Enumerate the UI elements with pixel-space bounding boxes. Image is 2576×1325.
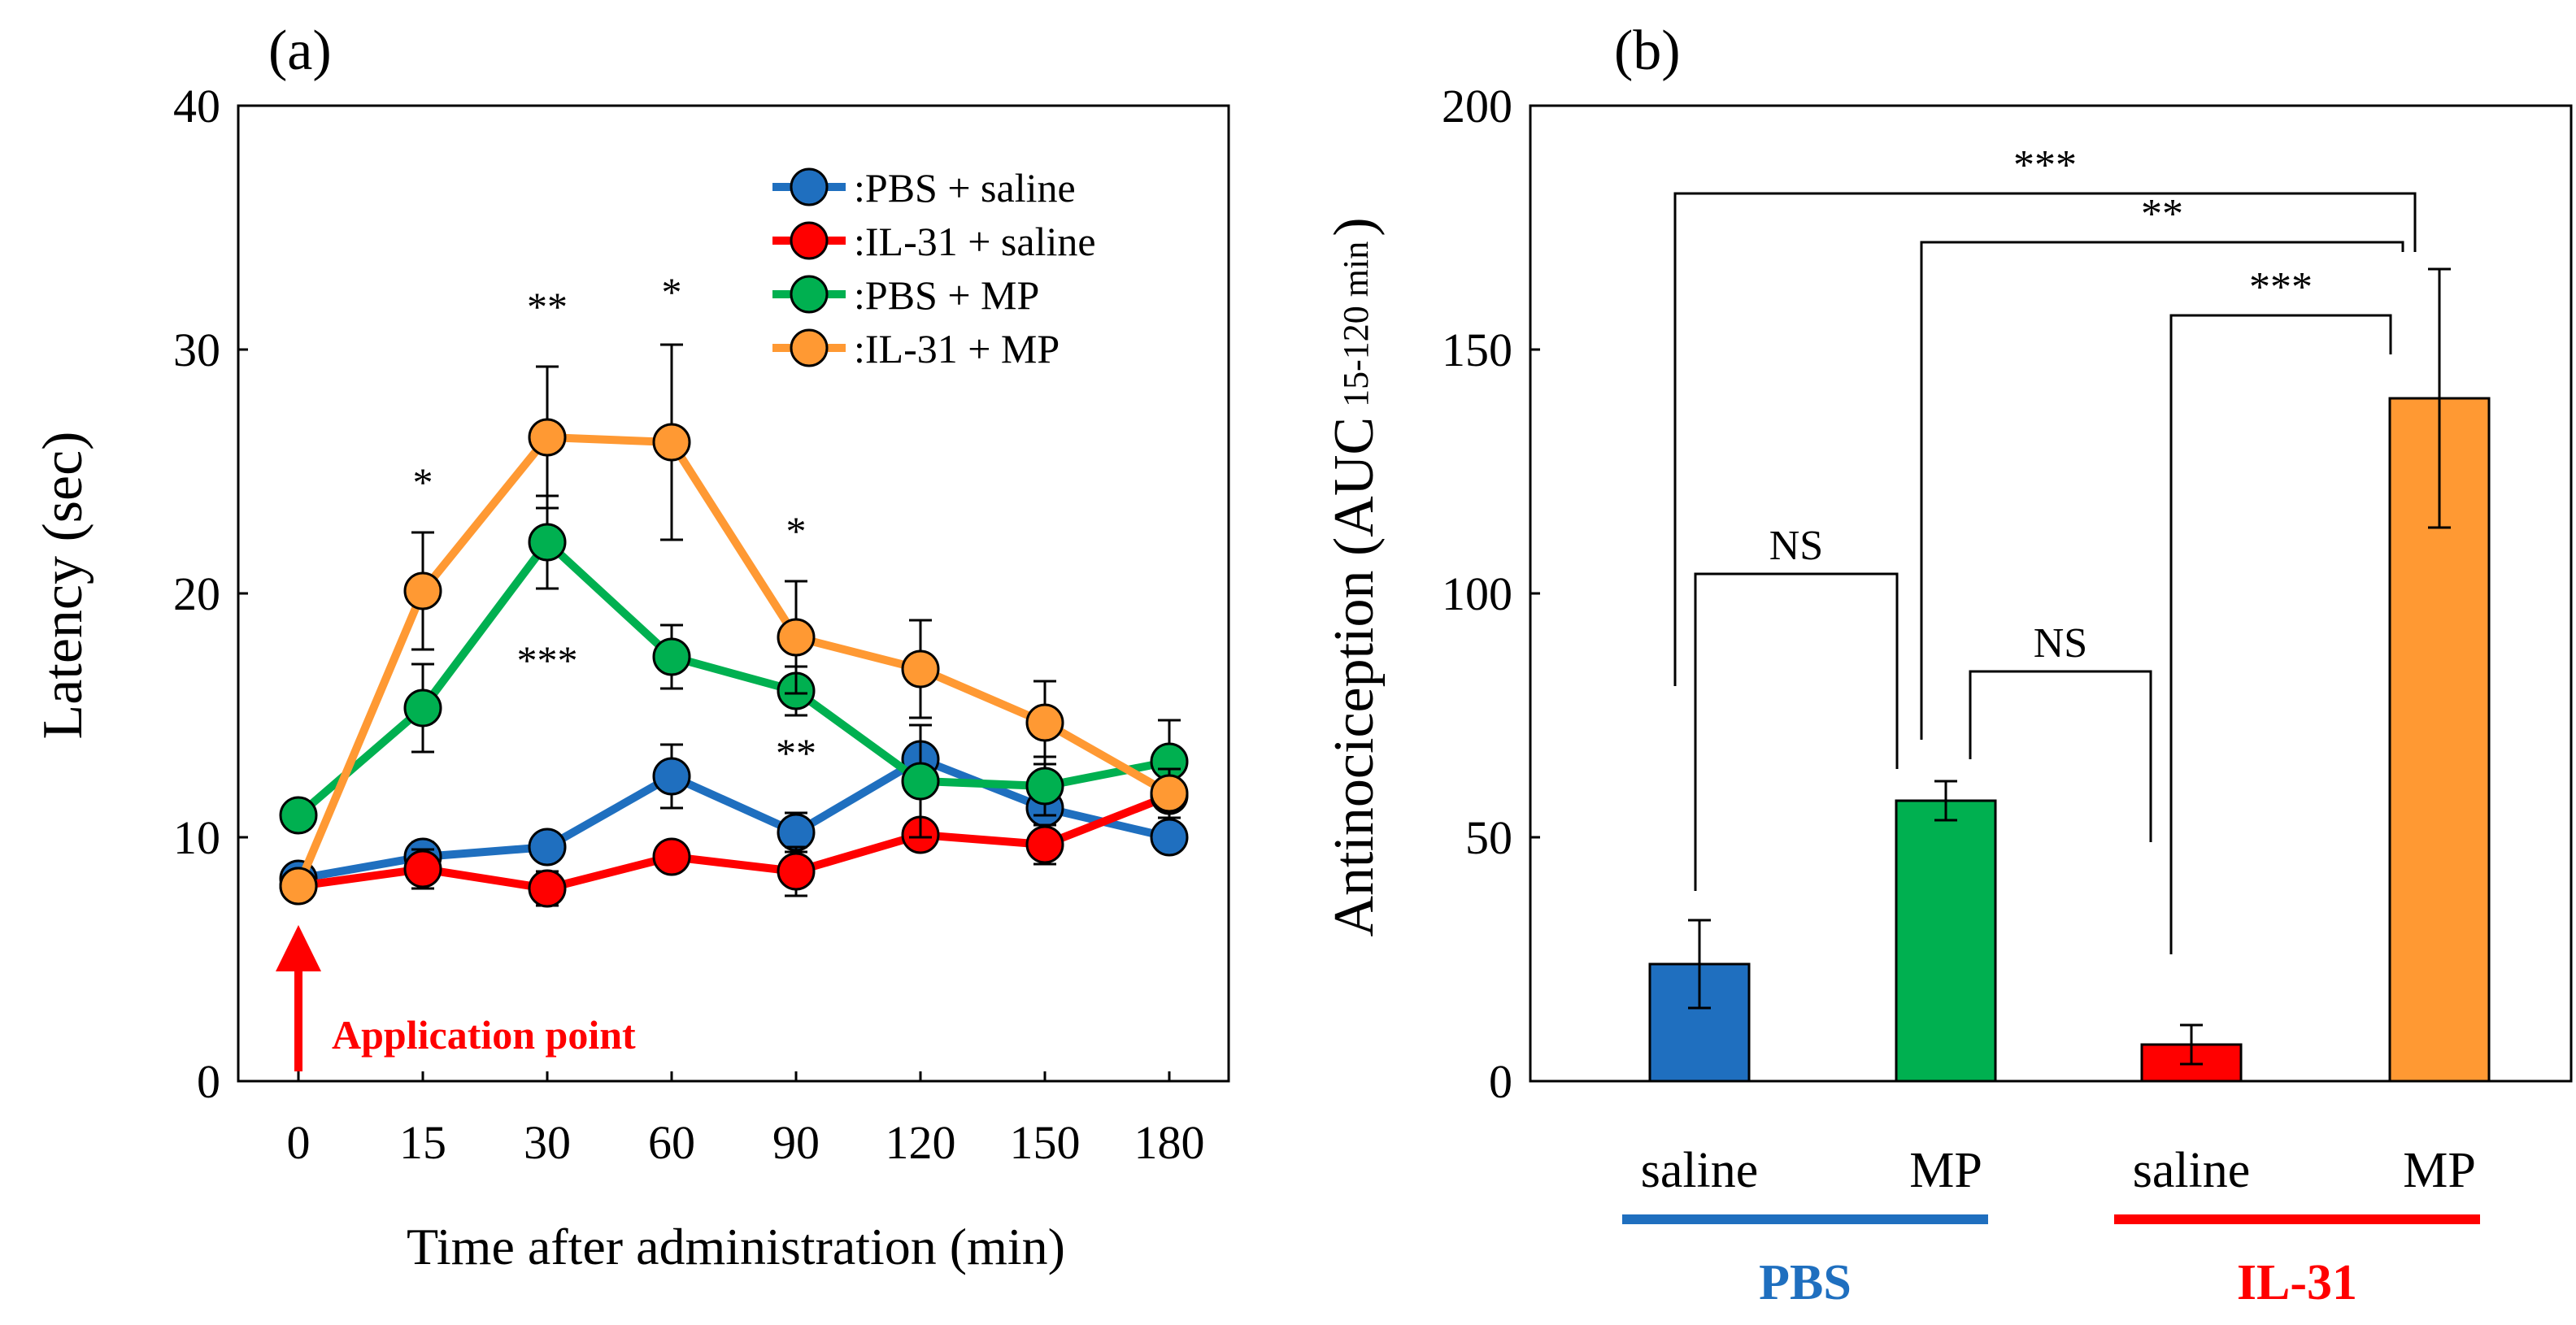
- comparison-label: ***: [2249, 264, 2313, 311]
- data-point: [1150, 774, 1189, 813]
- panel-b-y-axis-title-main: Antinociception (AUC: [1323, 417, 1386, 937]
- data-point: [652, 423, 691, 462]
- data-point: [528, 523, 567, 562]
- panel-a-x-tick-label: 0: [287, 1116, 311, 1169]
- data-point: [901, 649, 940, 689]
- data-point: [528, 869, 567, 908]
- legend-marker-swatch: [790, 221, 829, 260]
- data-point: [279, 796, 318, 835]
- panel-a-x-axis-title: Time after administration (min): [407, 1218, 1065, 1275]
- significance-mark: *: [413, 459, 433, 505]
- comparison-bracket: [1673, 192, 2417, 686]
- panel-b-bar-chart: (b) Antinociception (AUC 15-120 min) 0 50 1…: [1323, 20, 2573, 1310]
- significance-mark: ***: [517, 637, 578, 683]
- panel-a-x-tick-label: 180: [1134, 1116, 1205, 1169]
- application-arrow-head: [276, 925, 321, 971]
- panel-b-y-tick-label: 50: [1465, 811, 1512, 864]
- comparison-bracket: [1969, 670, 2152, 842]
- panel-b-y-tick-label: 200: [1442, 80, 1512, 132]
- panel-b-y-tick-label: 150: [1442, 324, 1512, 376]
- panel-a-x-tick-label: 120: [886, 1116, 956, 1169]
- data-point: [528, 418, 567, 457]
- bar-category-label: saline: [2133, 1143, 2251, 1198]
- data-point: [403, 849, 442, 888]
- group-label: IL-31: [2237, 1255, 2357, 1310]
- group-label: PBS: [1759, 1255, 1852, 1310]
- data-point: [1150, 818, 1189, 857]
- data-point: [652, 637, 691, 676]
- panel-a-x-tick-label: 60: [648, 1116, 695, 1169]
- comparison-label: ***: [2013, 142, 2077, 189]
- legend-label: :IL-31 + MP: [854, 326, 1060, 371]
- data-point: [403, 571, 442, 610]
- panel-a-y-tick-label: 20: [173, 567, 220, 620]
- data-point: [403, 689, 442, 728]
- bar-category-label: MP: [1909, 1143, 1982, 1198]
- legend-marker-swatch: [790, 328, 829, 367]
- significance-mark: **: [776, 730, 816, 775]
- legend-label: :PBS + MP: [854, 272, 1039, 318]
- series-il-31-mp: [279, 343, 1189, 906]
- bar-category-label: saline: [1641, 1143, 1759, 1198]
- series-line: [294, 433, 1172, 888]
- data-point: [901, 762, 940, 801]
- legend-marker-swatch: [790, 167, 829, 206]
- comparison-bracket: [2169, 314, 2392, 954]
- panel-b-y-axis-title-sub: 15-120 min: [1336, 241, 1376, 407]
- comparison-label: **: [2141, 191, 2183, 237]
- series-line: [298, 792, 1171, 893]
- comparison-label: NS: [2034, 620, 2087, 667]
- significance-mark: *: [786, 508, 807, 554]
- legend-label: :IL-31 + saline: [854, 219, 1096, 264]
- application-point-label: Application point: [332, 1012, 636, 1058]
- data-point: [1025, 825, 1064, 864]
- significance-mark: *: [662, 269, 682, 315]
- data-point: [777, 813, 816, 852]
- panel-a-y-tick-label: 30: [173, 324, 220, 376]
- series-line: [295, 538, 1170, 819]
- legend-marker-swatch: [790, 275, 829, 314]
- panel-a-y-tick-label: 40: [173, 80, 220, 132]
- data-point: [1025, 703, 1064, 742]
- bar: [1895, 799, 1997, 1083]
- data-point: [652, 757, 691, 796]
- panel-a-legend: :PBS + saline :IL-31 + saline :PBS + MP :IL…: [772, 165, 1096, 371]
- panel-b-y-axis-title-close: ): [1323, 217, 1386, 236]
- comparison-bracket: [1920, 241, 2404, 740]
- data-point: [279, 867, 318, 906]
- panel-a-y-tick-label: 0: [197, 1055, 220, 1108]
- panel-a-plot-frame: [237, 104, 1230, 1083]
- panel-b-label: (b): [1614, 20, 1681, 82]
- panel-b-y-tick-label: 100: [1442, 567, 1512, 620]
- data-point: [652, 837, 691, 876]
- panel-a-label: (a): [268, 20, 332, 82]
- panel-a-x-tick-label: 150: [1010, 1116, 1081, 1169]
- legend-label: :PBS + saline: [854, 165, 1076, 211]
- comparison-label: NS: [1769, 523, 1823, 569]
- panel-a-x-tick-label: 90: [772, 1116, 820, 1169]
- panel-a-y-tick-label: 10: [173, 811, 220, 864]
- panel-b-plot-frame: [1529, 104, 2573, 1083]
- bar-category-label: MP: [2403, 1143, 2476, 1198]
- data-point: [777, 618, 816, 657]
- panel-a-x-tick-label: 15: [399, 1116, 446, 1169]
- panel-b-y-tick-label: 0: [1489, 1055, 1512, 1108]
- panel-a-y-axis-title: Latency (sec): [32, 432, 94, 740]
- series-line: [298, 755, 1171, 883]
- comparison-bracket: [1694, 572, 1899, 891]
- panel-a-line-chart: (a) Latency (sec) Time after administrat…: [32, 20, 1230, 1275]
- data-point: [777, 852, 816, 891]
- data-point: [1025, 767, 1064, 806]
- data-point: [528, 828, 567, 867]
- significance-mark: **: [527, 284, 568, 329]
- panel-b-y-axis-title: Antinociception (AUC 15-120 min): [1323, 217, 1386, 936]
- panel-a-x-tick-label: 30: [524, 1116, 571, 1169]
